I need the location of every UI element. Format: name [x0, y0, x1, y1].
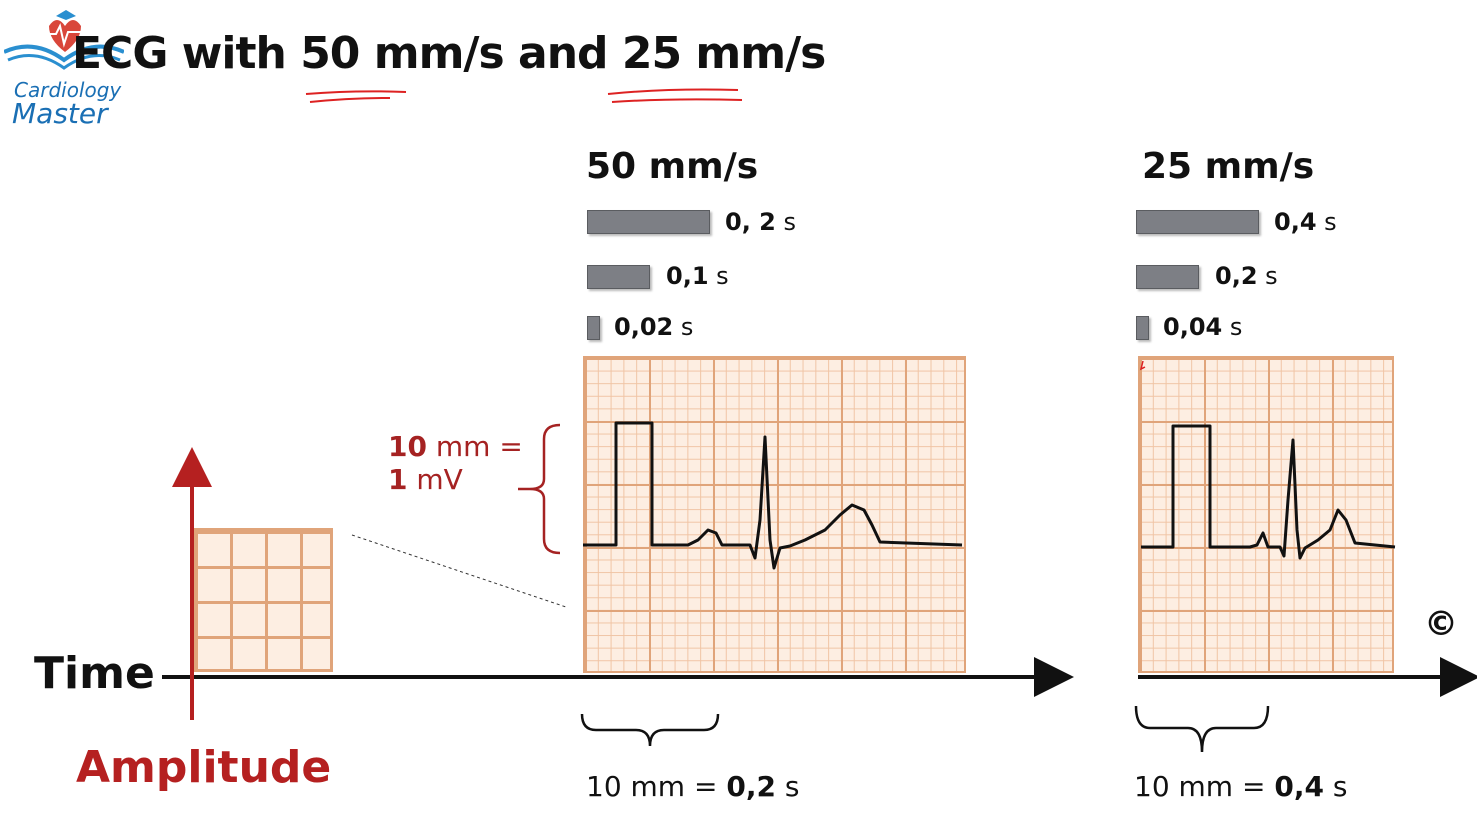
time-caption-25: 10 mm = 0,4 s [1134, 770, 1348, 803]
scale-label: 0,2 s [1215, 262, 1278, 290]
logo-text-master: Master [12, 97, 108, 130]
amplitude-calibration-label: 10 mm = 1 mV [388, 430, 523, 496]
heading-50-mm-s: 50 mm/s [586, 146, 759, 187]
scale-label: 0,4 s [1274, 208, 1337, 236]
scale-bar-0-2s [1136, 265, 1199, 289]
scale-bar-0-1s [587, 265, 650, 289]
time-brace-50 [580, 713, 720, 747]
scale-bar-0-2s [587, 210, 710, 234]
zoom-dashed-line [351, 534, 567, 608]
scale-label: 0, 2 s [725, 208, 797, 236]
heading-25-mm-s: 25 mm/s [1142, 146, 1315, 187]
ecg-grid-25 [1138, 356, 1394, 673]
scale-bar-0-4s [1136, 210, 1259, 234]
scale-label: 0,1 s [666, 262, 729, 290]
slide-title: ECG with 50 mm/s and 25 mm/s [72, 28, 826, 79]
scale-label: 0,04 s [1163, 313, 1243, 341]
scale-label: 0,02 s [614, 313, 694, 341]
red-underlines [305, 88, 743, 103]
amplitude-axis-label: Amplitude [76, 742, 332, 793]
grid-square-detail [192, 528, 333, 672]
ecg-grid-50 [583, 356, 966, 673]
time-brace-25 [1134, 705, 1270, 753]
time-caption-50: 10 mm = 0,2 s [586, 770, 800, 803]
title-speed-50: 50 mm/s [300, 28, 505, 79]
logo-text-cardiology: Cardiology [14, 78, 122, 102]
ecg-trace-50 [583, 421, 963, 570]
time-axis-label: Time [34, 648, 155, 699]
copyright-symbol: © [1424, 604, 1458, 644]
title-speed-25: 25 mm/s [621, 28, 827, 79]
scale-bar-0-04s [1136, 316, 1149, 340]
amplitude-brace [529, 423, 561, 555]
ecg-trace-25 [1141, 424, 1396, 560]
cardiology-master-logo [4, 10, 124, 70]
scale-bar-0-02s [587, 316, 600, 340]
